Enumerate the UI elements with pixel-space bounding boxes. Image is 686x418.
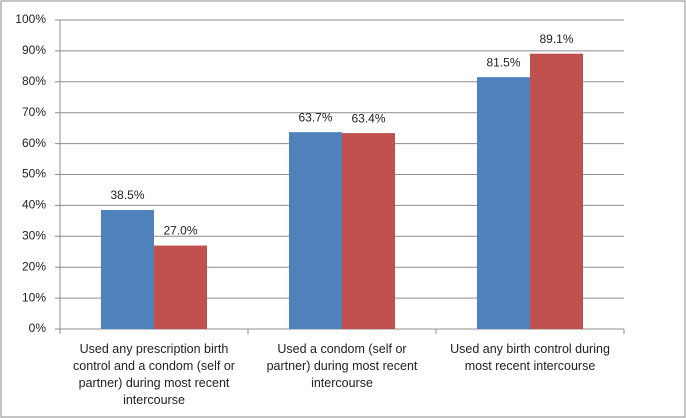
value-label: 89.1% [539, 32, 573, 46]
value-label: 63.7% [298, 110, 332, 124]
bar [530, 53, 583, 329]
y-tick-label: 10% [22, 290, 46, 304]
value-label: 38.5% [110, 188, 144, 202]
y-tick-label: 50% [22, 167, 46, 181]
y-tick-label: 80% [22, 74, 46, 88]
value-label: 81.5% [486, 55, 520, 69]
bar [154, 245, 207, 329]
y-tick-label: 20% [22, 259, 46, 273]
y-tick-label: 60% [22, 136, 46, 150]
y-tick-label: 100% [15, 12, 46, 26]
bar [477, 77, 530, 329]
bar [289, 132, 342, 329]
y-tick-label: 70% [22, 105, 46, 119]
y-tick-label: 40% [22, 198, 46, 212]
x-tick-label: Used a condom (self or partner) during m… [266, 342, 418, 390]
value-label: 27.0% [163, 224, 197, 238]
x-tick-label: Used any prescription birth control and … [73, 342, 235, 407]
y-tick-label: 0% [29, 321, 47, 335]
y-tick-label: 30% [22, 228, 46, 242]
bar [101, 210, 154, 329]
bar [342, 133, 395, 329]
x-tick-label: Used any birth control during most recen… [450, 342, 610, 373]
y-tick-label: 90% [22, 43, 46, 57]
value-label: 63.4% [351, 111, 385, 125]
